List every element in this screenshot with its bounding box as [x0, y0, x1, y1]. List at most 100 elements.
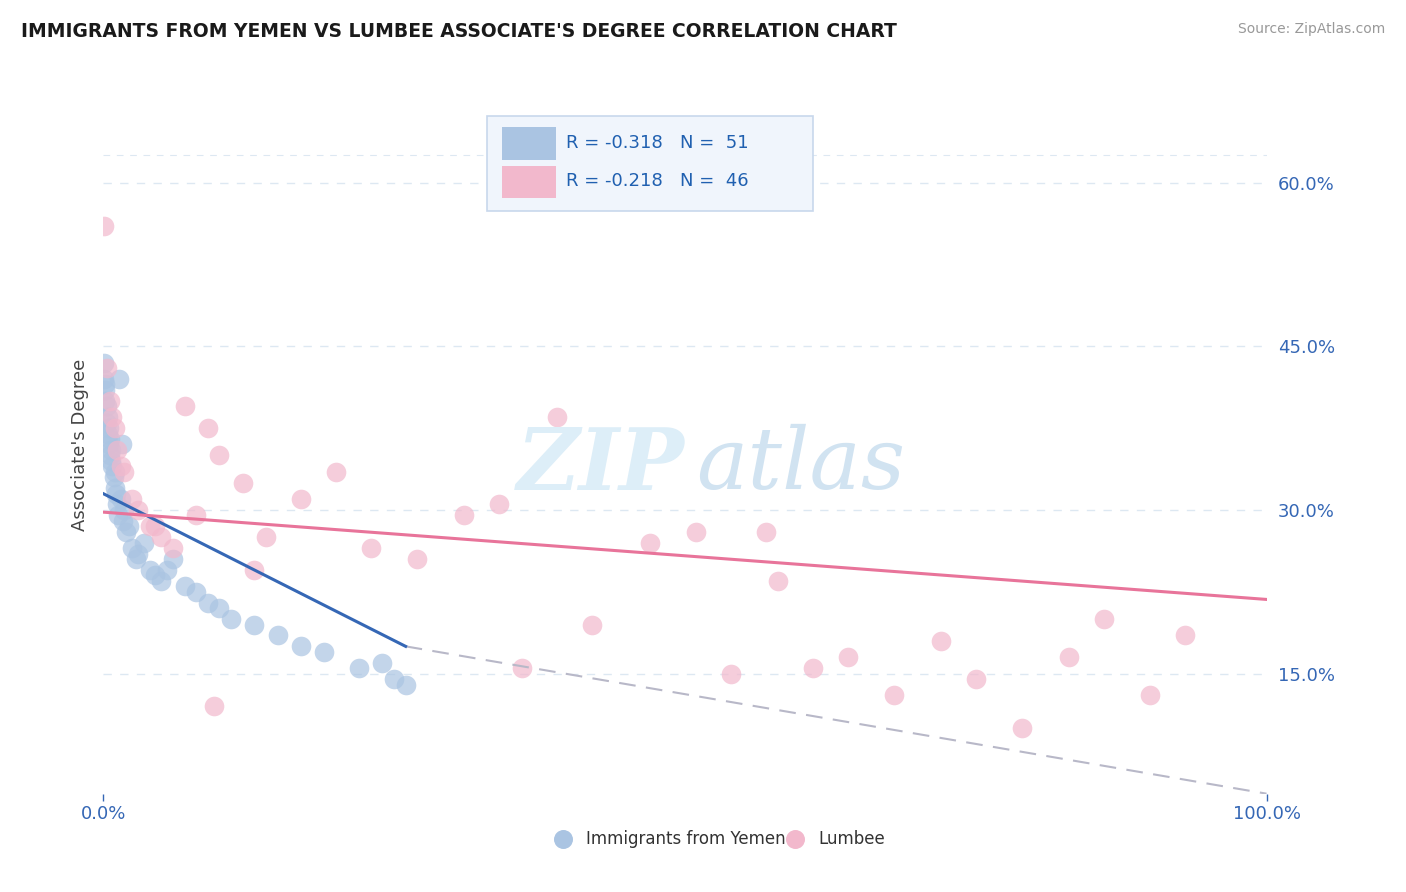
Point — [186, 508, 208, 523]
Point — [1011, 721, 1033, 735]
Point — [97, 437, 120, 451]
Point — [145, 519, 167, 533]
FancyBboxPatch shape — [502, 166, 555, 198]
Point — [150, 574, 173, 588]
Point — [243, 617, 266, 632]
Point — [581, 617, 603, 632]
Point — [101, 410, 124, 425]
Point — [186, 584, 208, 599]
FancyBboxPatch shape — [502, 128, 555, 160]
Point — [720, 666, 742, 681]
Point — [138, 519, 160, 533]
Point — [371, 656, 394, 670]
Point — [103, 470, 125, 484]
Point — [97, 426, 120, 441]
Point — [1174, 628, 1197, 642]
Point — [290, 491, 312, 506]
Point — [488, 498, 510, 512]
Point — [112, 503, 135, 517]
Point — [104, 486, 127, 500]
Point — [98, 432, 121, 446]
Point — [104, 421, 127, 435]
Point — [347, 661, 370, 675]
Point — [173, 579, 195, 593]
Text: R = -0.318   N =  51: R = -0.318 N = 51 — [567, 134, 749, 152]
Point — [93, 219, 115, 234]
Point — [105, 442, 128, 457]
Point — [94, 393, 117, 408]
Point — [156, 563, 179, 577]
Point — [197, 421, 219, 435]
Point — [145, 568, 167, 582]
Point — [208, 449, 231, 463]
Text: Immigrants from Yemen: Immigrants from Yemen — [586, 830, 786, 848]
Point — [105, 498, 128, 512]
Y-axis label: Associate's Degree: Associate's Degree — [72, 359, 89, 531]
Text: Source: ZipAtlas.com: Source: ZipAtlas.com — [1237, 22, 1385, 37]
Point — [100, 454, 122, 468]
Point — [929, 633, 952, 648]
Point — [110, 459, 132, 474]
Point — [219, 612, 242, 626]
Point — [96, 399, 118, 413]
Point — [100, 442, 122, 457]
Point — [314, 645, 336, 659]
Text: atlas: atlas — [696, 424, 905, 507]
Point — [150, 530, 173, 544]
Point — [266, 628, 288, 642]
Point — [111, 514, 134, 528]
Point — [93, 372, 115, 386]
Point — [837, 650, 859, 665]
Point — [138, 563, 160, 577]
Point — [638, 535, 661, 549]
Point — [546, 410, 568, 425]
Point — [121, 541, 143, 556]
Point — [197, 596, 219, 610]
Point — [94, 377, 117, 392]
Point — [173, 399, 195, 413]
Point — [115, 524, 138, 539]
Point — [121, 491, 143, 506]
Point — [101, 459, 124, 474]
Point — [162, 552, 184, 566]
Point — [325, 465, 347, 479]
Point — [97, 421, 120, 435]
Point — [127, 503, 149, 517]
Point — [801, 661, 824, 675]
Point — [107, 508, 129, 523]
Point — [118, 519, 141, 533]
Point — [104, 465, 127, 479]
Point — [98, 449, 121, 463]
Point — [406, 552, 429, 566]
Point — [1139, 689, 1161, 703]
Point — [202, 699, 225, 714]
Point — [254, 530, 277, 544]
FancyBboxPatch shape — [486, 116, 813, 211]
Point — [104, 481, 127, 495]
Point — [755, 524, 778, 539]
Point — [453, 508, 475, 523]
Point — [232, 475, 254, 490]
Point — [125, 552, 148, 566]
Point — [110, 491, 132, 506]
Point — [965, 672, 987, 686]
Point — [510, 661, 533, 675]
Point — [108, 372, 131, 386]
Point — [394, 677, 416, 691]
Point — [127, 547, 149, 561]
Point — [93, 356, 115, 370]
Point — [290, 640, 312, 654]
Point — [243, 563, 266, 577]
Text: IMMIGRANTS FROM YEMEN VS LUMBEE ASSOCIATE'S DEGREE CORRELATION CHART: IMMIGRANTS FROM YEMEN VS LUMBEE ASSOCIAT… — [21, 22, 897, 41]
Text: R = -0.218   N =  46: R = -0.218 N = 46 — [567, 172, 749, 190]
Point — [883, 689, 905, 703]
Point — [96, 361, 118, 376]
Point — [111, 437, 134, 451]
Text: ZIP: ZIP — [517, 424, 685, 508]
Point — [1057, 650, 1080, 665]
Point — [162, 541, 184, 556]
Point — [685, 524, 707, 539]
Point — [766, 574, 789, 588]
Point — [208, 601, 231, 615]
Text: Lumbee: Lumbee — [818, 830, 886, 848]
